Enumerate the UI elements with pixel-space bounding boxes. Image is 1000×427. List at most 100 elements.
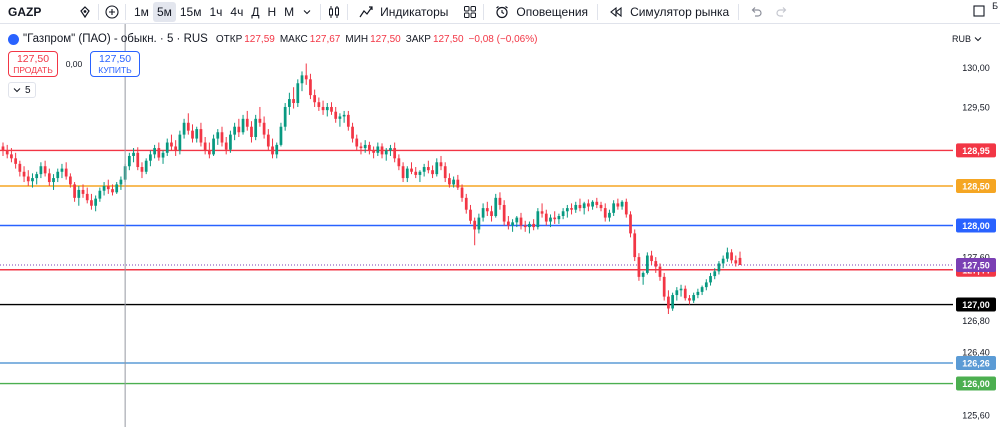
- candle: [738, 251, 742, 266]
- candle-body: [507, 221, 510, 226]
- candle-body: [153, 148, 156, 155]
- candle-body: [477, 217, 481, 230]
- candle: [237, 118, 241, 137]
- candle: [85, 187, 89, 204]
- candle: [431, 165, 434, 179]
- level-tag-0: 128,95: [962, 146, 990, 156]
- top-toolbar: GAZP 1м 5м 15м 1ч 4ч Д Н М Индикаторы: [0, 0, 1000, 24]
- candle-body: [679, 288, 683, 291]
- candle: [127, 152, 131, 171]
- candle-body: [14, 158, 18, 164]
- sell-button[interactable]: 127,50 ПРОДАТЬ: [8, 51, 58, 77]
- candle: [645, 252, 649, 275]
- candle: [35, 171, 39, 185]
- timeframe-0[interactable]: 1м: [134, 4, 149, 19]
- candle: [233, 122, 236, 141]
- redo-icon[interactable]: [773, 3, 791, 21]
- candle-body: [725, 252, 729, 259]
- candle: [460, 184, 464, 202]
- candle: [599, 201, 603, 212]
- alerts-button[interactable]: Оповещения: [488, 0, 593, 24]
- chevron-down-icon[interactable]: [298, 3, 316, 21]
- candle: [149, 150, 152, 167]
- fullscreen-icon[interactable]: [972, 4, 986, 18]
- timeframe-3[interactable]: 1ч: [209, 4, 223, 19]
- candle-body: [111, 189, 114, 193]
- candle-body: [346, 114, 350, 127]
- candle-body: [645, 255, 649, 273]
- candle-body: [612, 203, 616, 213]
- alert-add-icon[interactable]: [76, 3, 94, 21]
- candle-body: [43, 166, 47, 174]
- candle-body: [165, 142, 169, 153]
- candle: [359, 142, 363, 155]
- symbol-search[interactable]: GAZP: [0, 0, 76, 24]
- level-tag-2: 128,00: [962, 221, 990, 231]
- candle: [734, 255, 738, 267]
- timeframe-4[interactable]: 4ч: [230, 4, 244, 19]
- low-label: МИН: [345, 33, 369, 45]
- candle-body: [595, 201, 599, 205]
- currency-selector[interactable]: RUB: [952, 32, 982, 46]
- candle-body: [650, 255, 653, 262]
- candle: [224, 136, 228, 155]
- candle-body: [275, 144, 279, 155]
- candle: [296, 79, 300, 107]
- timeframe-1[interactable]: 5м: [152, 1, 176, 22]
- low-value: 127,50: [370, 33, 401, 45]
- candle-body: [587, 203, 590, 207]
- candle: [351, 122, 354, 143]
- side-panel-letter[interactable]: Б: [992, 1, 998, 11]
- timeframe-6[interactable]: Н: [267, 4, 277, 19]
- symbol-title[interactable]: "Газпром" (ПАО) - обыкн. · 5 · RUS: [23, 33, 208, 45]
- candle: [56, 168, 60, 183]
- candle-body: [405, 168, 409, 179]
- candle: [557, 213, 561, 224]
- layouts-grid-icon[interactable]: [461, 3, 479, 21]
- candle: [106, 179, 110, 194]
- candle: [578, 198, 582, 212]
- candle-body: [481, 208, 485, 218]
- candle-body: [207, 150, 211, 155]
- timeframe-7[interactable]: М: [284, 4, 295, 19]
- timeframe-5[interactable]: Д: [251, 4, 260, 19]
- candle: [266, 129, 270, 151]
- candle: [195, 126, 199, 143]
- candle: [376, 142, 380, 156]
- candle: [309, 73, 312, 100]
- candle: [536, 208, 540, 230]
- candle: [136, 147, 140, 171]
- price-tick-label: 126,40: [962, 347, 990, 357]
- candle: [688, 295, 691, 305]
- candle: [654, 257, 658, 273]
- level-tag-0-bg: [956, 143, 996, 158]
- candle-body: [624, 201, 628, 215]
- candle: [321, 100, 325, 115]
- candle-body: [77, 189, 81, 198]
- candle: [519, 212, 523, 230]
- replay-button[interactable]: Симулятор рынка: [602, 0, 734, 24]
- candle: [426, 160, 430, 174]
- candle-body: [309, 79, 312, 96]
- high-value: 127,67: [309, 33, 341, 45]
- candle: [725, 247, 729, 262]
- add-symbol-icon[interactable]: [103, 3, 121, 21]
- candle-body: [384, 150, 388, 155]
- indicators-collapse-button[interactable]: 5: [8, 82, 36, 98]
- undo-icon[interactable]: [747, 3, 765, 21]
- candle-type-icon[interactable]: [325, 3, 343, 21]
- buy-button[interactable]: 127,50 КУПИТЬ: [90, 51, 140, 77]
- candle: [132, 148, 135, 163]
- candle: [721, 255, 725, 269]
- candle: [704, 279, 708, 291]
- timeframe-2[interactable]: 15м: [179, 4, 202, 19]
- candle: [650, 250, 653, 266]
- candle: [203, 136, 207, 155]
- candle: [140, 162, 144, 179]
- candle: [591, 200, 594, 210]
- indicators-button[interactable]: Индикаторы: [352, 0, 453, 24]
- candle: [473, 217, 477, 246]
- candle: [245, 110, 249, 131]
- candle-body: [498, 197, 502, 205]
